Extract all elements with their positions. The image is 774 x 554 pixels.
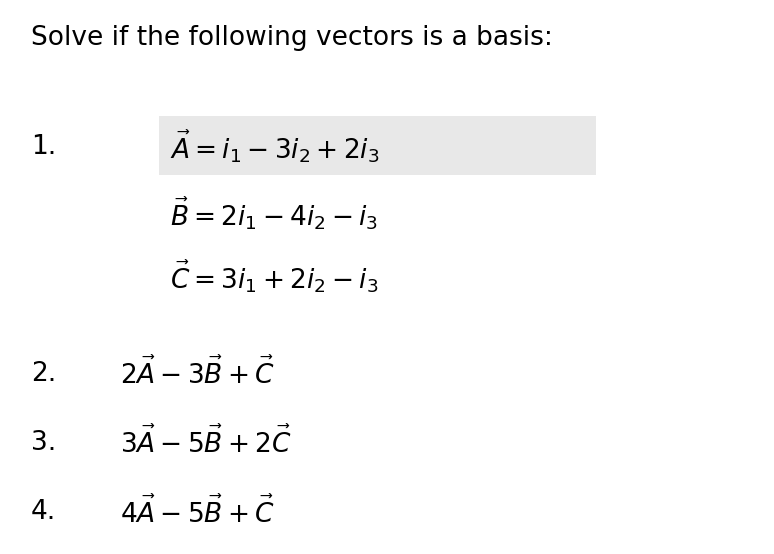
Text: $4\vec{A} - 5\vec{B} + \vec{C}$: $4\vec{A} - 5\vec{B} + \vec{C}$ — [120, 496, 275, 529]
Text: $2\vec{A} - 3\vec{B} + \vec{C}$: $2\vec{A} - 3\vec{B} + \vec{C}$ — [120, 358, 275, 390]
Text: $\vec{A} = i_1 - 3i_2 + 2i_3$: $\vec{A} = i_1 - 3i_2 + 2i_3$ — [170, 129, 379, 165]
FancyBboxPatch shape — [159, 116, 596, 175]
Text: Solve if the following vectors is a basis:: Solve if the following vectors is a basi… — [31, 25, 553, 51]
Text: 1.: 1. — [31, 134, 57, 160]
Text: 4.: 4. — [31, 500, 57, 525]
Text: $\vec{C} = 3i_1 + 2i_2 - i_3$: $\vec{C} = 3i_1 + 2i_2 - i_3$ — [170, 259, 378, 295]
Text: $\vec{B} = 2i_1 - 4i_2 - i_3$: $\vec{B} = 2i_1 - 4i_2 - i_3$ — [170, 195, 378, 232]
Text: 2.: 2. — [31, 361, 57, 387]
Text: $3\vec{A} - 5\vec{B} + 2\vec{C}$: $3\vec{A} - 5\vec{B} + 2\vec{C}$ — [120, 427, 292, 459]
Text: 3.: 3. — [31, 430, 57, 456]
